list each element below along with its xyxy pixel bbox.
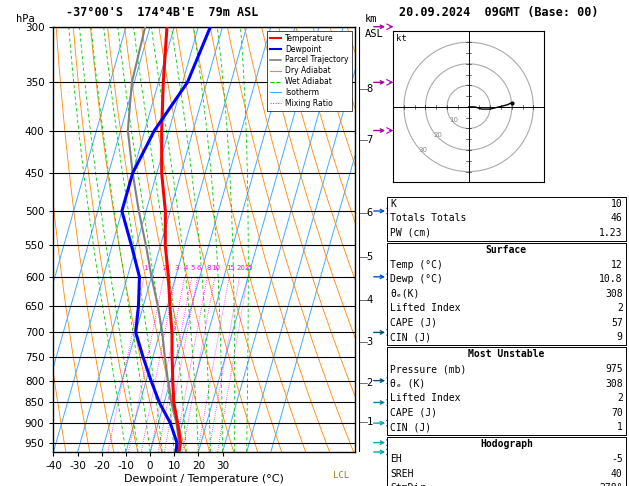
Text: θₑ(K): θₑ(K) — [390, 289, 420, 299]
Text: 30: 30 — [419, 147, 428, 153]
Text: Totals Totals: Totals Totals — [390, 213, 466, 224]
Text: 70: 70 — [611, 408, 623, 418]
Text: θₑ (K): θₑ (K) — [390, 379, 425, 389]
Text: km: km — [365, 14, 377, 24]
Text: Dewp (°C): Dewp (°C) — [390, 274, 443, 284]
Text: 308: 308 — [605, 379, 623, 389]
Text: 5: 5 — [191, 265, 195, 271]
Text: Surface: Surface — [486, 245, 527, 255]
Text: StmDir: StmDir — [390, 483, 425, 486]
Text: 2: 2 — [617, 393, 623, 403]
X-axis label: Dewpoint / Temperature (°C): Dewpoint / Temperature (°C) — [125, 474, 284, 484]
Text: ASL: ASL — [365, 29, 384, 39]
Text: 8: 8 — [367, 85, 372, 94]
Text: 1: 1 — [617, 422, 623, 433]
Text: 10: 10 — [611, 199, 623, 209]
Text: 25: 25 — [245, 265, 253, 271]
Text: 4: 4 — [367, 295, 372, 305]
Text: Lifted Index: Lifted Index — [390, 303, 460, 313]
Text: 6: 6 — [367, 208, 372, 218]
Text: Pressure (mb): Pressure (mb) — [390, 364, 466, 374]
Text: 10: 10 — [211, 265, 221, 271]
Text: 8: 8 — [206, 265, 211, 271]
Text: LCL: LCL — [333, 471, 349, 481]
Text: SREH: SREH — [390, 469, 413, 479]
Text: 57: 57 — [611, 318, 623, 328]
Text: 10: 10 — [449, 117, 458, 123]
Text: 2: 2 — [617, 303, 623, 313]
Text: CIN (J): CIN (J) — [390, 422, 431, 433]
Text: kt: kt — [396, 35, 407, 43]
Text: 5: 5 — [367, 252, 372, 262]
Text: Temp (°C): Temp (°C) — [390, 260, 443, 270]
Text: 278°: 278° — [599, 483, 623, 486]
Text: Mixing Ratio (g/kg): Mixing Ratio (g/kg) — [391, 275, 401, 386]
Text: 2: 2 — [163, 265, 167, 271]
Text: Lifted Index: Lifted Index — [390, 393, 460, 403]
Text: 2: 2 — [367, 378, 372, 388]
Text: 3: 3 — [367, 337, 372, 347]
Text: 7: 7 — [367, 135, 372, 145]
Text: -37°00'S  174°4B'E  79m ASL: -37°00'S 174°4B'E 79m ASL — [66, 6, 259, 19]
Text: 10.8: 10.8 — [599, 274, 623, 284]
Text: CAPE (J): CAPE (J) — [390, 408, 437, 418]
Text: 46: 46 — [611, 213, 623, 224]
Text: hPa: hPa — [16, 14, 35, 24]
Text: Most Unstable: Most Unstable — [468, 349, 545, 360]
Text: 4: 4 — [184, 265, 188, 271]
Text: 1.23: 1.23 — [599, 228, 623, 238]
Legend: Temperature, Dewpoint, Parcel Trajectory, Dry Adiabat, Wet Adiabat, Isotherm, Mi: Temperature, Dewpoint, Parcel Trajectory… — [267, 31, 352, 111]
Text: 20.09.2024  09GMT (Base: 00): 20.09.2024 09GMT (Base: 00) — [399, 6, 599, 19]
Text: 975: 975 — [605, 364, 623, 374]
Text: EH: EH — [390, 454, 402, 464]
Text: 308: 308 — [605, 289, 623, 299]
Text: 6: 6 — [197, 265, 201, 271]
Text: © weatheronline.co.uk: © weatheronline.co.uk — [450, 472, 563, 481]
Text: 40: 40 — [611, 469, 623, 479]
Text: -5: -5 — [611, 454, 623, 464]
Text: 15: 15 — [226, 265, 235, 271]
Text: CIN (J): CIN (J) — [390, 332, 431, 343]
Text: 12: 12 — [611, 260, 623, 270]
Text: 3: 3 — [175, 265, 179, 271]
Text: PW (cm): PW (cm) — [390, 228, 431, 238]
Text: 20: 20 — [237, 265, 245, 271]
Text: Hodograph: Hodograph — [480, 439, 533, 450]
Text: 20: 20 — [434, 132, 443, 138]
Text: 9: 9 — [617, 332, 623, 343]
Text: 1: 1 — [143, 265, 148, 271]
Text: K: K — [390, 199, 396, 209]
Text: 1: 1 — [367, 417, 372, 427]
Text: CAPE (J): CAPE (J) — [390, 318, 437, 328]
